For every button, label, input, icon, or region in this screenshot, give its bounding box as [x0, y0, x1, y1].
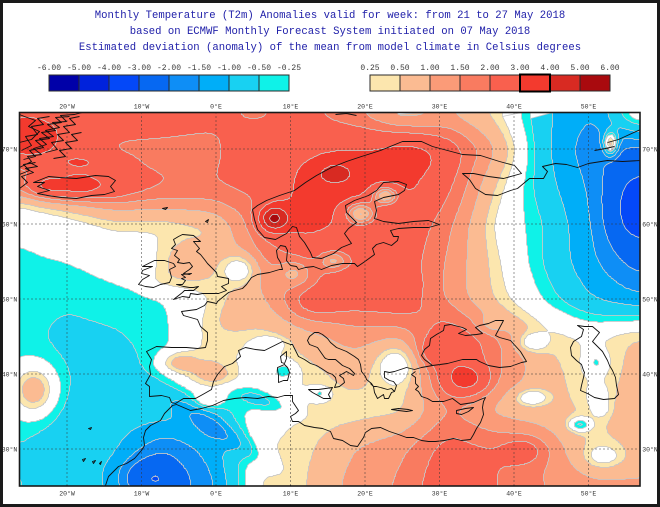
svg-text:-2.00: -2.00 — [157, 64, 181, 73]
svg-text:30°N: 30°N — [2, 446, 18, 454]
svg-text:30°E: 30°E — [432, 103, 448, 111]
svg-text:70°N: 70°N — [2, 146, 18, 154]
svg-text:20°E: 20°E — [357, 103, 373, 111]
svg-text:0°E: 0°E — [210, 490, 222, 498]
svg-text:10°E: 10°E — [283, 490, 299, 498]
svg-text:30°N: 30°N — [642, 446, 658, 454]
svg-text:-0.25: -0.25 — [277, 64, 301, 73]
svg-text:50°E: 50°E — [581, 490, 597, 498]
svg-text:50°N: 50°N — [642, 296, 658, 304]
svg-text:-5.00: -5.00 — [67, 64, 91, 73]
svg-text:-1.00: -1.00 — [217, 64, 241, 73]
svg-text:2.00: 2.00 — [480, 64, 499, 73]
svg-text:3.00: 3.00 — [510, 64, 529, 73]
svg-text:40°N: 40°N — [642, 371, 658, 379]
svg-text:40°E: 40°E — [506, 490, 522, 498]
svg-text:50°E: 50°E — [581, 103, 597, 111]
svg-text:0.50: 0.50 — [390, 64, 409, 73]
svg-text:30°E: 30°E — [432, 490, 448, 498]
svg-text:-1.50: -1.50 — [187, 64, 211, 73]
svg-text:40°N: 40°N — [2, 371, 18, 379]
svg-text:-3.00: -3.00 — [127, 64, 151, 73]
svg-text:1.50: 1.50 — [450, 64, 469, 73]
svg-text:50°N: 50°N — [2, 296, 18, 304]
svg-text:0.25: 0.25 — [360, 64, 379, 73]
svg-text:10°E: 10°E — [283, 103, 299, 111]
svg-text:20°E: 20°E — [357, 490, 373, 498]
svg-text:40°E: 40°E — [506, 103, 522, 111]
svg-text:10°W: 10°W — [134, 103, 150, 111]
svg-text:10°W: 10°W — [134, 490, 150, 498]
svg-text:0°E: 0°E — [210, 103, 222, 111]
svg-text:20°W: 20°W — [59, 103, 75, 111]
svg-text:60°N: 60°N — [642, 221, 658, 229]
svg-text:20°W: 20°W — [59, 490, 75, 498]
svg-text:-0.50: -0.50 — [247, 64, 271, 73]
svg-text:-6.00: -6.00 — [37, 64, 61, 73]
svg-text:1.00: 1.00 — [420, 64, 439, 73]
svg-text:4.00: 4.00 — [540, 64, 559, 73]
svg-text:-4.00: -4.00 — [97, 64, 121, 73]
svg-text:6.00: 6.00 — [600, 64, 619, 73]
svg-text:5.00: 5.00 — [570, 64, 589, 73]
svg-text:70°N: 70°N — [642, 146, 658, 154]
svg-text:60°N: 60°N — [2, 221, 18, 229]
